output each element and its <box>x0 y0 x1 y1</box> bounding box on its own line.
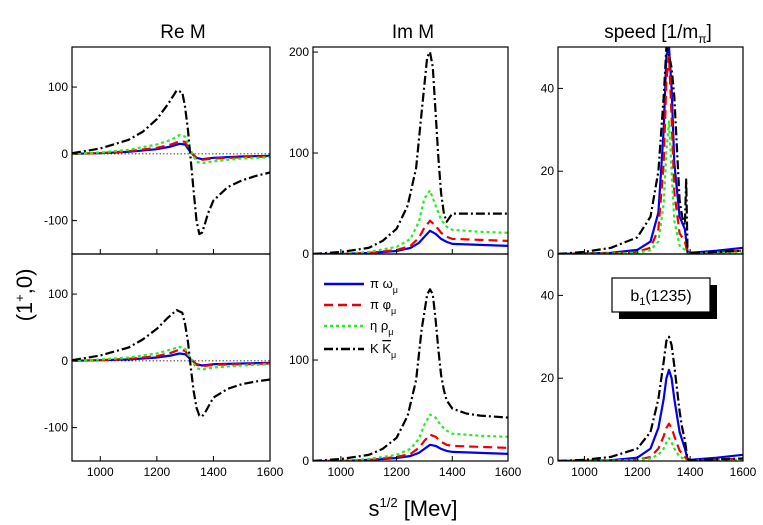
col-title-re: Re M <box>160 22 205 43</box>
panel-im-top: 0 100 200 <box>289 45 509 261</box>
y-tick-label: 20 <box>541 164 555 178</box>
panel-speed-top: 0 20 40 <box>541 46 744 261</box>
y-tick-label: 0 <box>547 454 554 468</box>
y-tick-label: 100 <box>289 353 309 367</box>
series-line-pi-omega <box>558 47 743 254</box>
x-tick-label: 1200 <box>624 465 651 479</box>
x-tick-label: 1400 <box>200 465 227 479</box>
legend-label-kkbar: K Kμ <box>370 341 396 360</box>
panel-re-top: -100 0 100 <box>44 46 271 255</box>
y-tick-label: 0 <box>302 454 309 468</box>
y-tick-label: -100 <box>44 214 68 228</box>
y-tick-label: 20 <box>541 371 555 385</box>
x-axis-label: s1/2 [Mev] <box>369 495 458 521</box>
x-tick-label: 1600 <box>495 465 522 479</box>
panel-frame <box>71 46 271 255</box>
panel-frame <box>312 46 509 255</box>
col-title-speed: speed [1/mπ] <box>604 22 712 46</box>
panel-im-bottom: 0 100 1000 1200 1400 1600 <box>289 253 522 479</box>
panel-frame <box>312 253 509 462</box>
x-tick-label: 1000 <box>328 465 355 479</box>
y-tick-label: 0 <box>61 147 68 161</box>
series-line-pi-phi <box>313 433 508 461</box>
y-axis-label: (1+,0) <box>12 269 37 322</box>
legend-label-pi-omega: π ωμ <box>370 276 398 295</box>
series-line-kkbar <box>558 47 743 254</box>
y-tick-label: 100 <box>48 80 68 94</box>
legend-label-pi-phi: π φμ <box>370 297 396 316</box>
series-line-eta-rho <box>72 345 270 371</box>
x-tick-label: 1200 <box>383 465 410 479</box>
legend-label-eta-rho: η ρμ <box>370 318 393 337</box>
series-line-pi-omega <box>72 142 270 161</box>
y-tick-label: 40 <box>541 81 555 95</box>
panel-re-bottom: -100 0 100 1000 1200 1400 1600 <box>44 253 284 479</box>
y-tick-label: 40 <box>541 288 555 302</box>
y-tick-label: 0 <box>302 247 309 261</box>
y-tick-label: 100 <box>289 146 309 160</box>
series-line-eta-rho <box>558 120 743 254</box>
panel-frame <box>557 253 744 462</box>
series-line-pi-phi <box>558 54 743 254</box>
y-tick-label: 0 <box>61 354 68 368</box>
series-line-kkbar <box>72 309 270 418</box>
series-line-pi-phi <box>72 140 270 161</box>
series-line-kkbar <box>313 288 508 461</box>
series-line-pi-omega <box>558 368 743 461</box>
panel-speed-bottom: 0 20 40 1000 1200 1400 1600 <box>541 253 757 479</box>
y-tick-label: -100 <box>44 421 68 435</box>
series-line-pi-phi <box>72 348 270 368</box>
x-tick-label: 1200 <box>144 465 171 479</box>
series-line-kkbar <box>558 335 743 461</box>
y-tick-label: 200 <box>289 45 309 59</box>
series-line-pi-omega <box>313 229 508 254</box>
x-tick-label: 1600 <box>730 465 757 479</box>
series-line-eta-rho <box>72 134 270 165</box>
x-tick-label: 1600 <box>257 465 284 479</box>
y-tick-label: 0 <box>547 247 554 261</box>
series-line-eta-rho <box>313 413 508 461</box>
panel-frame <box>71 253 271 462</box>
x-tick-label: 1000 <box>87 465 114 479</box>
panel-frame <box>557 46 744 255</box>
series-line-kkbar <box>313 50 508 254</box>
series-line-eta-rho <box>313 189 508 254</box>
col-title-im: Im M <box>392 22 434 43</box>
legend: π ωμ π φμ η ρμ K Kμ <box>324 276 398 360</box>
annotation-label: b1(1235) <box>630 288 691 308</box>
annotation-box: b1(1235) <box>611 277 717 319</box>
x-tick-label: 1000 <box>571 465 598 479</box>
series-line-kkbar <box>72 89 270 236</box>
x-tick-label: 1400 <box>677 465 704 479</box>
series-line-pi-phi <box>313 219 508 254</box>
y-tick-label: 100 <box>48 287 68 301</box>
x-tick-label: 1400 <box>439 465 466 479</box>
